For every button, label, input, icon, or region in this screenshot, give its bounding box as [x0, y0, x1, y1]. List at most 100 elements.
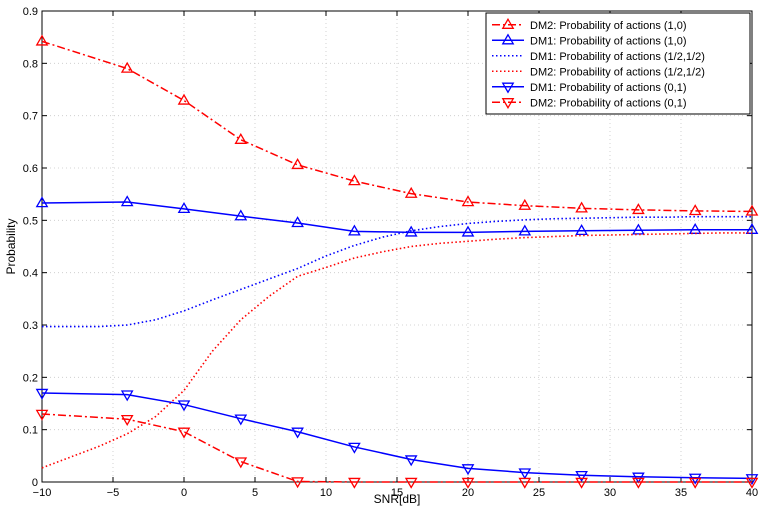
data-point	[177, 93, 191, 105]
legend-label: DM1: Probability of actions (0,1)	[530, 82, 687, 94]
x-tick-label: 40	[746, 487, 758, 499]
data-point	[404, 186, 418, 198]
x-tick-label: 0	[181, 487, 187, 499]
y-tick-label: 0.5	[23, 215, 38, 227]
data-point	[348, 174, 361, 186]
series-layer	[35, 34, 759, 489]
x-tick-label: 30	[604, 487, 616, 499]
data-point	[177, 400, 191, 412]
data-point	[745, 204, 759, 216]
data-point	[348, 477, 361, 489]
data-point	[575, 201, 588, 213]
y-tick-label: 0.3	[23, 320, 38, 332]
legend-label: DM1: Probability of actions (1,0)	[530, 35, 687, 47]
data-point	[632, 203, 645, 215]
legend-box	[485, 12, 751, 115]
data-point	[120, 414, 134, 427]
y-tick-label: 0.1	[23, 425, 38, 437]
legend-marker	[501, 82, 515, 94]
data-point	[461, 464, 475, 476]
data-point	[348, 224, 361, 236]
data-point	[518, 224, 532, 236]
data-point	[518, 468, 532, 480]
data-point	[688, 204, 702, 216]
data-point	[575, 477, 588, 489]
data-point	[461, 477, 475, 489]
x-tick-label: 5	[252, 487, 258, 499]
data-point	[688, 477, 702, 489]
series-line	[41, 413, 752, 483]
data-point	[575, 223, 588, 236]
legend-entry: DM1: Probability of actions (1,0)	[492, 33, 687, 47]
data-point	[234, 209, 248, 221]
legend-marker	[501, 33, 515, 45]
data-point	[632, 472, 645, 484]
x-tick-label: 15	[391, 487, 403, 499]
legend: DM2: Probability of actions (1,0) DM1: Pr…	[485, 12, 751, 115]
data-point	[35, 196, 49, 208]
data-point	[404, 477, 418, 489]
legend-marker	[501, 98, 515, 110]
series-line	[41, 392, 753, 480]
data-point	[120, 61, 134, 73]
series-line	[41, 232, 752, 469]
data-point	[35, 388, 49, 400]
legend-label: DM1: Probability of actions (1/2,1/2)	[530, 51, 705, 63]
x-tick-label: 20	[462, 487, 474, 499]
data-point	[688, 222, 702, 234]
series-line	[42, 215, 752, 328]
data-point	[35, 34, 49, 46]
data-point	[745, 477, 759, 489]
data-point	[632, 223, 645, 235]
series-3	[41, 232, 752, 469]
data-point	[404, 225, 418, 237]
data-point	[234, 414, 248, 426]
data-point	[461, 195, 475, 207]
y-tick-label: 0.2	[23, 372, 38, 384]
x-tick-label: 25	[533, 487, 545, 499]
legend-entry: DM2: Probability of actions (1/2,1/2)	[492, 66, 705, 78]
data-point	[234, 132, 248, 144]
legend-entry: DM1: Probability of actions (0,1)	[492, 82, 687, 94]
y-tick-label: 0.8	[23, 58, 38, 70]
data-point	[291, 216, 304, 228]
legend-entry: DM2: Probability of actions (1,0)	[492, 17, 687, 32]
data-point	[348, 442, 361, 454]
data-point	[461, 225, 475, 237]
data-point	[177, 427, 191, 439]
x-tick-label: −5	[107, 487, 120, 499]
y-tick-label: 0.9	[23, 6, 38, 18]
series-line	[41, 40, 753, 213]
data-point	[518, 477, 532, 489]
y-tick-label: 0.7	[23, 111, 38, 123]
series-2	[42, 215, 752, 328]
x-tick-label: 10	[320, 487, 332, 499]
data-point	[518, 198, 532, 210]
y-axis-label: Probability	[4, 218, 18, 274]
legend-entry: DM1: Probability of actions (1/2,1/2)	[492, 51, 705, 63]
legend-entry: DM2: Probability of actions (0,1)	[492, 97, 687, 109]
x-tick-label: 35	[675, 487, 687, 499]
legend-label: DM2: Probability of actions (0,1)	[530, 97, 687, 109]
series-line	[41, 201, 752, 234]
series-5	[35, 409, 759, 489]
y-tick-label: 0	[32, 477, 38, 489]
data-point	[120, 390, 134, 402]
data-point	[575, 470, 588, 483]
legend-label: DM2: Probability of actions (1,0)	[530, 20, 687, 32]
data-point	[291, 158, 304, 170]
legend-label: DM2: Probability of actions (1/2,1/2)	[530, 66, 705, 78]
data-point	[291, 477, 304, 489]
data-point	[632, 477, 645, 489]
x-tick-label: −10	[33, 487, 52, 499]
x-axis-label: SNR[dB]	[374, 492, 421, 506]
legend-marker	[501, 17, 515, 29]
data-point	[745, 474, 759, 486]
series-0	[35, 34, 759, 216]
y-tick-label: 0.6	[23, 163, 38, 175]
series-1	[35, 195, 759, 237]
ticks: −10 −5 0 5 10 15 20 25 30 35 40 0 0.1 0.2 0.3 0.4 0.5 0.6…	[23, 6, 758, 499]
data-point	[291, 427, 304, 439]
data-point	[234, 457, 248, 469]
